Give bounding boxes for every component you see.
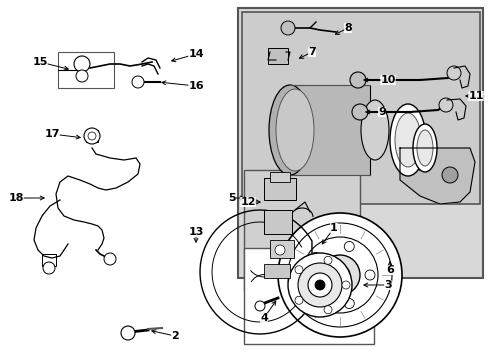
Bar: [264, 264, 289, 278]
Bar: [58, 52, 114, 88]
Ellipse shape: [389, 104, 425, 176]
Text: 1: 1: [329, 223, 337, 233]
Circle shape: [294, 266, 303, 274]
Bar: [289, 85, 369, 175]
Text: 13: 13: [188, 227, 203, 237]
Ellipse shape: [268, 85, 310, 175]
Circle shape: [310, 288, 320, 298]
Circle shape: [297, 263, 341, 307]
Text: 7: 7: [307, 47, 315, 57]
Circle shape: [74, 56, 90, 72]
Circle shape: [254, 301, 264, 311]
Circle shape: [438, 98, 452, 112]
Ellipse shape: [394, 113, 420, 167]
Ellipse shape: [360, 100, 388, 160]
Ellipse shape: [275, 89, 313, 171]
Circle shape: [441, 167, 457, 183]
Text: 16: 16: [188, 81, 203, 91]
Circle shape: [341, 281, 349, 289]
Circle shape: [307, 273, 331, 297]
Circle shape: [314, 280, 325, 290]
Text: 2: 2: [171, 331, 179, 341]
Text: 3: 3: [384, 280, 391, 290]
Text: 6: 6: [385, 265, 393, 275]
Circle shape: [132, 76, 143, 88]
Circle shape: [104, 253, 116, 265]
Bar: [242, 12, 479, 204]
Text: 10: 10: [380, 75, 395, 85]
Circle shape: [351, 104, 367, 120]
Circle shape: [281, 21, 294, 35]
Bar: [269, 172, 289, 182]
Circle shape: [319, 255, 359, 295]
Circle shape: [310, 252, 320, 262]
Text: 17: 17: [44, 129, 60, 139]
Circle shape: [287, 253, 351, 317]
Text: 4: 4: [260, 313, 267, 323]
Circle shape: [84, 128, 100, 144]
Ellipse shape: [412, 124, 436, 172]
Circle shape: [121, 326, 135, 340]
Circle shape: [349, 72, 365, 88]
Circle shape: [344, 242, 353, 252]
Bar: [238, 8, 482, 278]
Text: 15: 15: [32, 57, 48, 67]
Ellipse shape: [416, 130, 432, 166]
Circle shape: [344, 298, 353, 309]
Text: 8: 8: [344, 23, 351, 33]
Bar: [86, 130, 98, 142]
Bar: [269, 240, 293, 258]
Text: 9: 9: [377, 107, 385, 117]
Circle shape: [329, 265, 349, 285]
Circle shape: [43, 262, 55, 274]
Bar: [264, 210, 291, 234]
Text: 12: 12: [240, 197, 255, 207]
Polygon shape: [399, 148, 474, 204]
Text: 11: 11: [468, 91, 483, 101]
Text: 14: 14: [188, 49, 203, 59]
Circle shape: [364, 270, 374, 280]
Bar: [42, 254, 56, 266]
Bar: [267, 48, 287, 64]
Bar: [244, 170, 359, 290]
Bar: [264, 178, 295, 200]
Circle shape: [446, 66, 460, 80]
Circle shape: [411, 154, 427, 170]
Circle shape: [324, 256, 331, 264]
Circle shape: [294, 296, 303, 304]
Bar: [244, 248, 373, 344]
Circle shape: [278, 213, 401, 337]
Circle shape: [274, 245, 285, 255]
Circle shape: [324, 306, 331, 314]
Text: 5: 5: [228, 193, 235, 203]
Circle shape: [76, 70, 88, 82]
Text: 18: 18: [8, 193, 24, 203]
